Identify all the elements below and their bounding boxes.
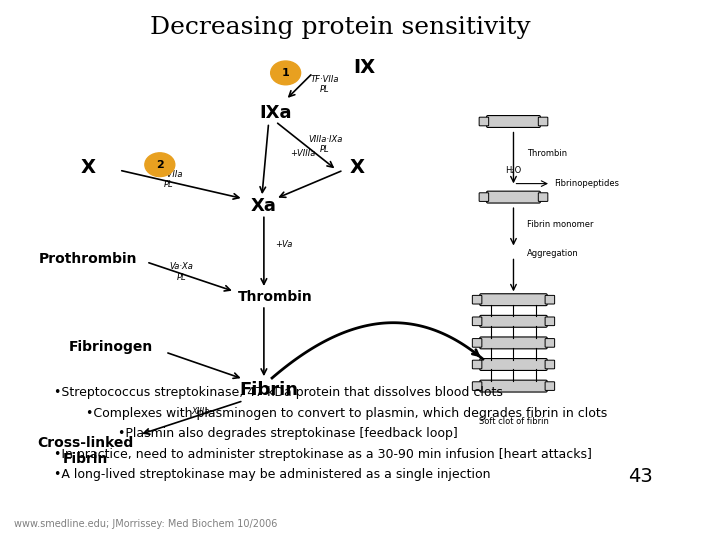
Text: Xa: Xa	[251, 197, 276, 215]
FancyBboxPatch shape	[539, 193, 548, 201]
FancyBboxPatch shape	[545, 339, 554, 347]
FancyBboxPatch shape	[479, 193, 489, 201]
FancyBboxPatch shape	[480, 315, 547, 327]
FancyBboxPatch shape	[472, 317, 482, 326]
Text: Va·Xa
PL: Va·Xa PL	[170, 262, 194, 282]
Circle shape	[145, 153, 175, 177]
Text: 1: 1	[282, 68, 289, 78]
Text: Aggregation: Aggregation	[527, 249, 579, 258]
Text: Cross-linked
Fibrin: Cross-linked Fibrin	[37, 436, 133, 466]
FancyBboxPatch shape	[472, 360, 482, 369]
Text: Fibrinogen: Fibrinogen	[68, 340, 153, 354]
Text: IXa: IXa	[259, 104, 292, 123]
Text: Decreasing protein sensitivity: Decreasing protein sensitivity	[150, 16, 531, 39]
FancyBboxPatch shape	[472, 339, 482, 347]
Text: X: X	[349, 158, 364, 177]
Text: Thrombin: Thrombin	[527, 150, 567, 158]
Text: H₂O: H₂O	[505, 166, 521, 174]
Text: TF·VIIa
PL: TF·VIIa PL	[311, 75, 339, 94]
Text: •A long-lived streptokinase may be administered as a single injection: •A long-lived streptokinase may be admin…	[55, 468, 491, 481]
Text: •Plasmin also degrades streptokinase [feedback loop]: •Plasmin also degrades streptokinase [fe…	[55, 427, 458, 440]
Text: Fibrin monomer: Fibrin monomer	[527, 220, 593, 228]
Text: Prothrombin: Prothrombin	[39, 252, 138, 266]
Text: •Complexes with plasminogen to convert to plasmin, which degrades fibrin in clot: •Complexes with plasminogen to convert t…	[55, 407, 608, 420]
Text: www.smedline.edu; JMorrissey: Med Biochem 10/2006: www.smedline.edu; JMorrissey: Med Bioche…	[14, 519, 277, 529]
Text: •Streptococcus streptokinase, 47 kDa protein that dissolves blood clots: •Streptococcus streptokinase, 47 kDa pro…	[55, 386, 503, 399]
FancyBboxPatch shape	[545, 295, 554, 304]
FancyBboxPatch shape	[545, 382, 554, 390]
Circle shape	[271, 61, 301, 85]
Text: Soft clot of fibrin: Soft clot of fibrin	[479, 417, 549, 426]
FancyBboxPatch shape	[539, 117, 548, 126]
Text: 2: 2	[156, 160, 163, 170]
Text: X: X	[81, 158, 96, 177]
Text: TF·VIIa
PL: TF·VIIa PL	[154, 170, 183, 189]
Text: VIIIa·IXa
PL: VIIIa·IXa PL	[308, 135, 342, 154]
Text: XIIIa: XIIIa	[192, 407, 210, 416]
FancyBboxPatch shape	[480, 380, 547, 392]
Text: IX: IX	[353, 58, 375, 77]
FancyBboxPatch shape	[480, 294, 547, 306]
Text: •In practice, need to administer streptokinase as a 30-90 min infusion [heart at: •In practice, need to administer strepto…	[55, 448, 593, 461]
FancyBboxPatch shape	[472, 382, 482, 390]
FancyBboxPatch shape	[480, 359, 547, 370]
Text: Fibrin: Fibrin	[239, 381, 298, 399]
Text: Fibrinopeptides: Fibrinopeptides	[554, 179, 619, 188]
FancyBboxPatch shape	[487, 191, 540, 203]
Text: 43: 43	[628, 467, 653, 486]
Text: +Va: +Va	[276, 240, 293, 248]
FancyBboxPatch shape	[545, 317, 554, 326]
FancyBboxPatch shape	[480, 337, 547, 349]
FancyBboxPatch shape	[487, 116, 540, 127]
Text: +VIIIa: +VIIIa	[290, 150, 315, 158]
FancyBboxPatch shape	[479, 117, 489, 126]
FancyBboxPatch shape	[472, 295, 482, 304]
Text: Thrombin: Thrombin	[238, 290, 312, 304]
FancyBboxPatch shape	[545, 360, 554, 369]
